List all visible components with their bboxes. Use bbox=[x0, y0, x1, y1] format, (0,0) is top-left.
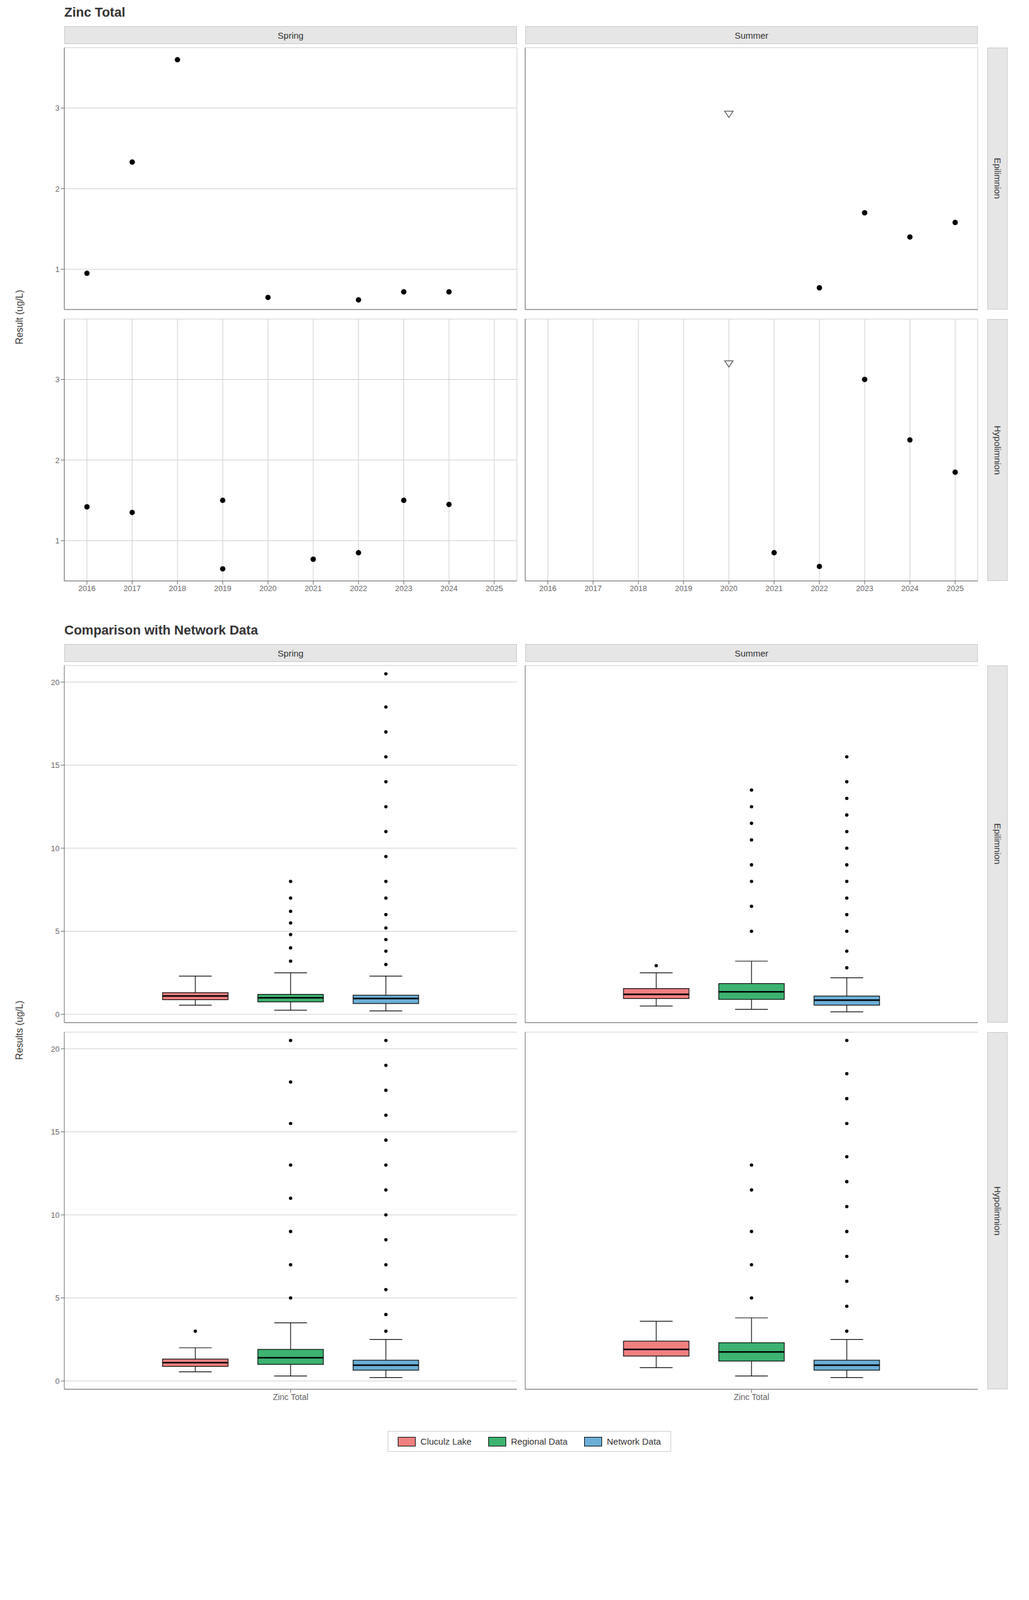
svg-text:15: 15 bbox=[51, 761, 60, 770]
html-text:Regional Data: Regional Data bbox=[510, 1436, 568, 1448]
svg-text:Zinc Total: Zinc Total bbox=[272, 1392, 309, 1403]
html-text:Result (ug/L): Result (ug/L) bbox=[14, 290, 25, 345]
html-text:Cluculz Lake: Cluculz Lake bbox=[420, 1436, 472, 1448]
svg-text:2020: 2020 bbox=[259, 584, 277, 594]
svg-text:3: 3 bbox=[55, 375, 60, 385]
svg-text:10: 10 bbox=[51, 844, 60, 854]
html-text:Comparison with Network Data: Comparison with Network Data bbox=[64, 622, 258, 638]
svg-text:2: 2 bbox=[55, 184, 60, 194]
svg-text:20: 20 bbox=[51, 1045, 60, 1055]
html-text:Network Data: Network Data bbox=[606, 1436, 661, 1448]
html-text:Epilimnion: Epilimnion bbox=[992, 823, 1003, 866]
svg-text:2024: 2024 bbox=[440, 584, 458, 594]
svg-text:2021: 2021 bbox=[304, 584, 323, 594]
svg-text:2016: 2016 bbox=[539, 584, 557, 594]
svg-text:5: 5 bbox=[55, 1293, 60, 1303]
html-text:Zinc Total: Zinc Total bbox=[64, 4, 126, 20]
svg-text:2019: 2019 bbox=[675, 584, 693, 594]
svg-text:2023: 2023 bbox=[395, 584, 413, 594]
html-text:Spring: Spring bbox=[277, 30, 304, 41]
html-text:Summer: Summer bbox=[734, 648, 769, 659]
svg-text:2017: 2017 bbox=[584, 584, 603, 594]
svg-text:0: 0 bbox=[55, 1010, 60, 1020]
svg-text:20: 20 bbox=[51, 678, 60, 688]
svg-text:2018: 2018 bbox=[630, 584, 648, 594]
svg-text:2020: 2020 bbox=[720, 584, 738, 594]
svg-text:2017: 2017 bbox=[123, 584, 142, 594]
svg-text:15: 15 bbox=[51, 1127, 60, 1137]
html-text:Hypolimnion: Hypolimnion bbox=[992, 1186, 1003, 1236]
svg-text:2018: 2018 bbox=[169, 584, 187, 594]
svg-text:1: 1 bbox=[55, 536, 60, 546]
svg-text:2023: 2023 bbox=[856, 584, 874, 594]
svg-text:2022: 2022 bbox=[811, 584, 829, 594]
svg-text:2019: 2019 bbox=[214, 584, 232, 594]
svg-text:0: 0 bbox=[55, 1377, 60, 1387]
html-text:Hypolimnion: Hypolimnion bbox=[992, 425, 1003, 475]
svg-text:2: 2 bbox=[55, 456, 60, 466]
svg-text:5: 5 bbox=[55, 927, 60, 937]
svg-text:10: 10 bbox=[51, 1211, 60, 1221]
svg-text:2024: 2024 bbox=[901, 584, 919, 594]
html-text:Epilimnion: Epilimnion bbox=[992, 158, 1003, 200]
svg-text:2022: 2022 bbox=[350, 584, 368, 594]
svg-text:Zinc Total: Zinc Total bbox=[733, 1392, 770, 1403]
svg-text:1: 1 bbox=[55, 264, 60, 274]
svg-text:2025: 2025 bbox=[946, 584, 965, 594]
html-text:Results (ug/L): Results (ug/L) bbox=[14, 1001, 25, 1061]
svg-text:2016: 2016 bbox=[78, 584, 96, 594]
html-text:Spring: Spring bbox=[277, 648, 304, 659]
svg-text:2025: 2025 bbox=[485, 584, 504, 594]
svg-text:3: 3 bbox=[55, 103, 60, 113]
svg-text:2021: 2021 bbox=[765, 584, 784, 594]
html-text:Summer: Summer bbox=[734, 30, 769, 41]
